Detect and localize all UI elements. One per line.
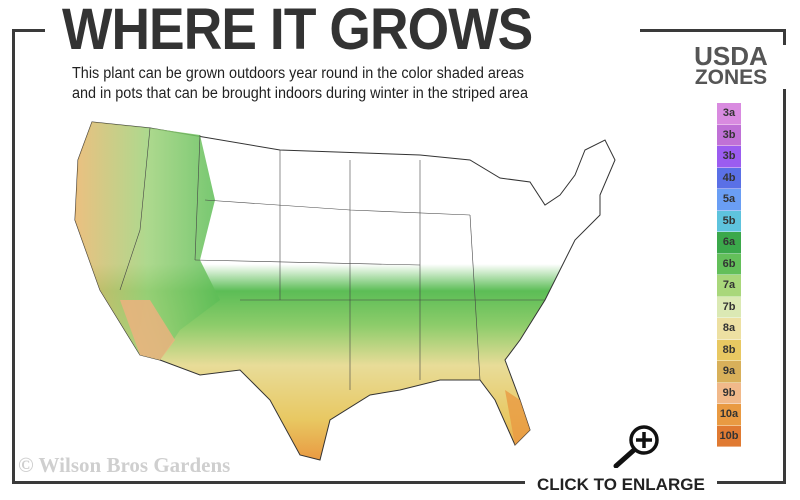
magnifier-plus-icon[interactable]	[608, 422, 664, 468]
western-zones	[75, 122, 220, 360]
legend-zone-7a: 7a	[717, 275, 741, 297]
page-title: WHERE IT GROWS	[62, 0, 533, 62]
legend-zone-10b: 10b	[717, 425, 741, 447]
legend-zone-8b: 8b	[717, 339, 741, 361]
legend-zone-6b: 6b	[717, 253, 741, 275]
subtitle-line-2: and in pots that can be brought indoors …	[72, 85, 528, 102]
legend-zone-5a: 5a	[717, 189, 741, 211]
zone-legend: 3a 3b 3b 4b 5a 5b 6a 6b 7a 7b 8a 8b 9a 9b 10a 10b	[717, 103, 741, 447]
title-backdrop	[45, 20, 640, 40]
florida-hot-zone	[505, 390, 530, 445]
southwest-hot-zone	[120, 300, 175, 360]
legend-zone-6a: 6a	[717, 232, 741, 254]
legend-title: USDA ZONES	[676, 41, 786, 89]
legend-title-usda: USDA	[694, 41, 768, 71]
usda-zone-map[interactable]	[60, 110, 620, 470]
legend-zone-3b: 3b	[717, 146, 741, 168]
legend-zone-7b: 7b	[717, 296, 741, 318]
legend-zone-3b: 3b	[717, 124, 741, 146]
legend-zone-9b: 9b	[717, 382, 741, 404]
legend-zone-4b: 4b	[717, 167, 741, 189]
legend-title-zones: ZONES	[694, 66, 768, 89]
subtitle-line-1: This plant can be grown outdoors year ro…	[72, 65, 524, 82]
legend-zone-8a: 8a	[717, 318, 741, 340]
legend-zone-10a: 10a	[717, 404, 741, 426]
legend-zone-3a: 3a	[717, 103, 741, 125]
copyright-watermark: © Wilson Bros Gardens	[18, 453, 231, 477]
state-borders	[119, 127, 545, 390]
legend-zone-9a: 9a	[717, 361, 741, 383]
click-to-enlarge-button[interactable]: CLICK TO ENLARGE	[525, 474, 717, 496]
legend-zone-5b: 5b	[717, 210, 741, 232]
subtitle: This plant can be grown outdoors year ro…	[72, 64, 528, 104]
